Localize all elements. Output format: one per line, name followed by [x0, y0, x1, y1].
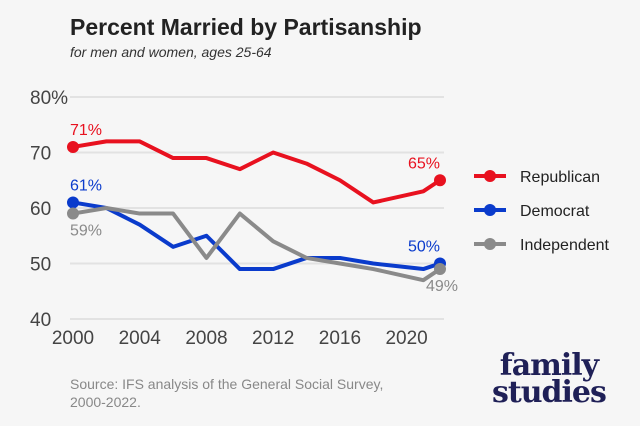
x-tick-label: 2008: [185, 328, 227, 349]
y-tick-label: 70: [30, 144, 51, 165]
legend-label: Independent: [520, 237, 610, 254]
start-data-label: 59%: [70, 223, 102, 240]
logo-line2: studies: [492, 375, 607, 410]
end-data-label: 50%: [408, 239, 440, 256]
start-point: [67, 196, 79, 209]
end-point: [434, 263, 446, 276]
x-tick-label: 2004: [119, 328, 162, 349]
y-tick-label: 40: [30, 310, 51, 331]
y-tick-label: 50: [30, 255, 51, 276]
y-tick-label: 80%: [30, 88, 68, 109]
legend-label: Republican: [520, 169, 600, 186]
series-line-democrat: [72, 200, 441, 272]
legend-label: Democrat: [520, 203, 590, 220]
chart-subtitle: for men and women, ages 25-64: [70, 44, 272, 60]
x-tick-label: 2016: [319, 328, 361, 349]
end-data-label: 49%: [426, 278, 458, 295]
end-data-label: 65%: [408, 155, 440, 172]
legend-marker: [484, 170, 496, 182]
start-point: [67, 140, 79, 153]
x-tick-label: 2000: [52, 328, 94, 349]
end-point: [434, 174, 446, 187]
start-data-label: 71%: [70, 122, 102, 139]
y-tick-label: 60: [30, 199, 51, 220]
legend-marker: [484, 238, 496, 250]
logo-line1: family: [499, 348, 599, 383]
chart-title: Percent Married by Partisanship: [70, 14, 422, 40]
x-tick-label: 2020: [385, 328, 427, 349]
start-point: [67, 207, 79, 220]
legend-marker: [484, 204, 496, 216]
family-studies-logo: family studies: [492, 348, 607, 410]
x-tick-label: 2012: [252, 328, 294, 349]
series-line-republican: [72, 139, 442, 205]
series-line-independent: [72, 206, 442, 283]
start-data-label: 61%: [70, 177, 102, 194]
source-note: Source: IFS analysis of the General Soci…: [70, 376, 384, 410]
